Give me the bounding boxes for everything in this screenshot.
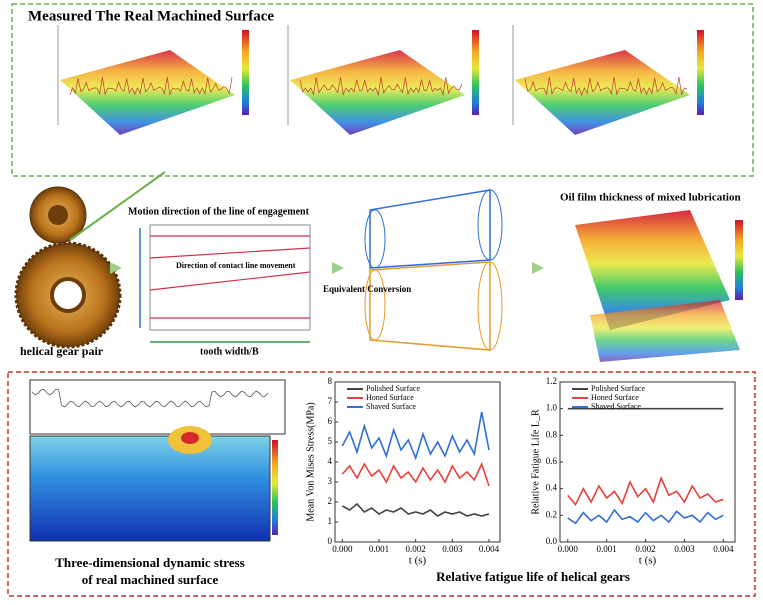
x-tick-label: 0.003 (674, 544, 695, 554)
series-line (341, 461, 490, 487)
series-line (341, 502, 490, 517)
middle-diagram (14, 171, 743, 362)
top-box (11, 3, 754, 177)
x-tick-label: 0.003 (442, 544, 463, 554)
charts: 0 1 2 3 4 5 6 7 8 0.000 0.001 0.002 0.003 0.004 t (s) M… (305, 376, 736, 567)
stress-hotspot (181, 432, 199, 444)
y-tick-label: 1.0 (546, 403, 558, 413)
cylinder-end (477, 261, 503, 351)
x-tick-label: 0.002 (635, 544, 655, 554)
y-axis-label: Mean Von Mises Stress(MPa) (305, 402, 316, 521)
bottom-box (7, 371, 756, 597)
surface-peaks (299, 77, 463, 97)
fatigue-caption: Relative fatigue life of helical gears (436, 569, 630, 584)
y-tick-label: 0.6 (546, 456, 558, 466)
y-tick-label: 6 (328, 416, 333, 426)
oil-film-line (31, 388, 269, 408)
arrow (332, 262, 344, 274)
gear-label: helical gear pair (20, 344, 104, 358)
oil-film-surface (575, 210, 730, 330)
callout (69, 171, 166, 241)
legend-label: Polished Surface (591, 384, 645, 393)
x-tick-label: 0.000 (332, 544, 353, 554)
oil-film-contour (590, 300, 740, 362)
engagement-box (149, 224, 311, 331)
plot-area (334, 381, 501, 543)
contact-direction: Direction of contact line movement (176, 261, 296, 270)
oil-film-title: Oil film thickness of mixed lubrication (560, 192, 741, 204)
y-tick-label: 0.2 (546, 509, 557, 519)
arrow (532, 262, 544, 274)
cylinder-end (364, 209, 386, 269)
contact-lines (149, 235, 311, 319)
y-tick-label: 1 (328, 516, 333, 526)
series-line (567, 475, 724, 507)
engagement-title: Motion direction of the line of engageme… (128, 206, 310, 217)
x-tick-label: 0.001 (369, 544, 389, 554)
colorbar (472, 30, 479, 115)
y-tick-label: 0.0 (546, 536, 558, 546)
conversion: Equivalent Conversion (323, 284, 411, 294)
oil-film-plot (29, 379, 286, 435)
colorbar (735, 220, 743, 300)
lower-cylinder (369, 261, 491, 351)
legend-label: Honed Surface (591, 393, 639, 402)
x-tick-label: 0.000 (558, 544, 579, 554)
x-tick-label: 0.001 (597, 544, 617, 554)
tooth-width: tooth width/B (200, 346, 259, 357)
cylinder-end (477, 189, 503, 261)
x-axis-label: t (s) (639, 555, 657, 567)
stress-panel (29, 379, 286, 542)
legend-label: Honed Surface (366, 393, 414, 402)
arrow (110, 262, 122, 274)
gear-bore (50, 277, 86, 313)
colorbar (697, 30, 704, 115)
y-axis-label: Relative Fatigue Life L_R (530, 409, 541, 515)
y-tick-label: 4 (328, 456, 333, 466)
legend-label: Shaved Surface (591, 402, 641, 411)
stress-caption: Three-dimensional dynamic stress of real … (55, 555, 244, 587)
colorbar (242, 30, 249, 115)
legend-label: Polished Surface (366, 384, 420, 393)
surface (60, 50, 235, 135)
y-tick-label: 2 (328, 496, 333, 506)
x-tick-label: 0.004 (479, 544, 500, 554)
y-tick-label: 0 (328, 536, 333, 546)
upper-cylinder (369, 189, 491, 269)
surface-plots (57, 25, 704, 135)
series-line (567, 508, 724, 525)
x-tick-label: 0.002 (406, 544, 426, 554)
cylinder-end (364, 269, 386, 341)
y-tick-label: 0.4 (546, 483, 558, 493)
surface-peaks (524, 76, 688, 96)
x-tick-label: 0.004 (713, 544, 734, 554)
top-title: Measured The Real Machined Surface (28, 8, 274, 24)
y-tick-label: 3 (328, 476, 333, 486)
surface-peaks (69, 76, 233, 96)
stress-field (29, 435, 271, 542)
y-tick-label: 5 (328, 436, 333, 446)
y-tick-label: 1.2 (546, 376, 557, 386)
gear-hub (48, 205, 68, 225)
surface (515, 50, 690, 135)
x-axis-label: t (s) (409, 555, 427, 567)
series-line (341, 411, 490, 461)
colorbar (272, 440, 278, 535)
y-tick-label: 0.8 (546, 429, 558, 439)
y-tick-label: 7 (328, 396, 333, 406)
legend-label: Shaved Surface (366, 402, 416, 411)
y-tick-label: 8 (328, 376, 333, 386)
